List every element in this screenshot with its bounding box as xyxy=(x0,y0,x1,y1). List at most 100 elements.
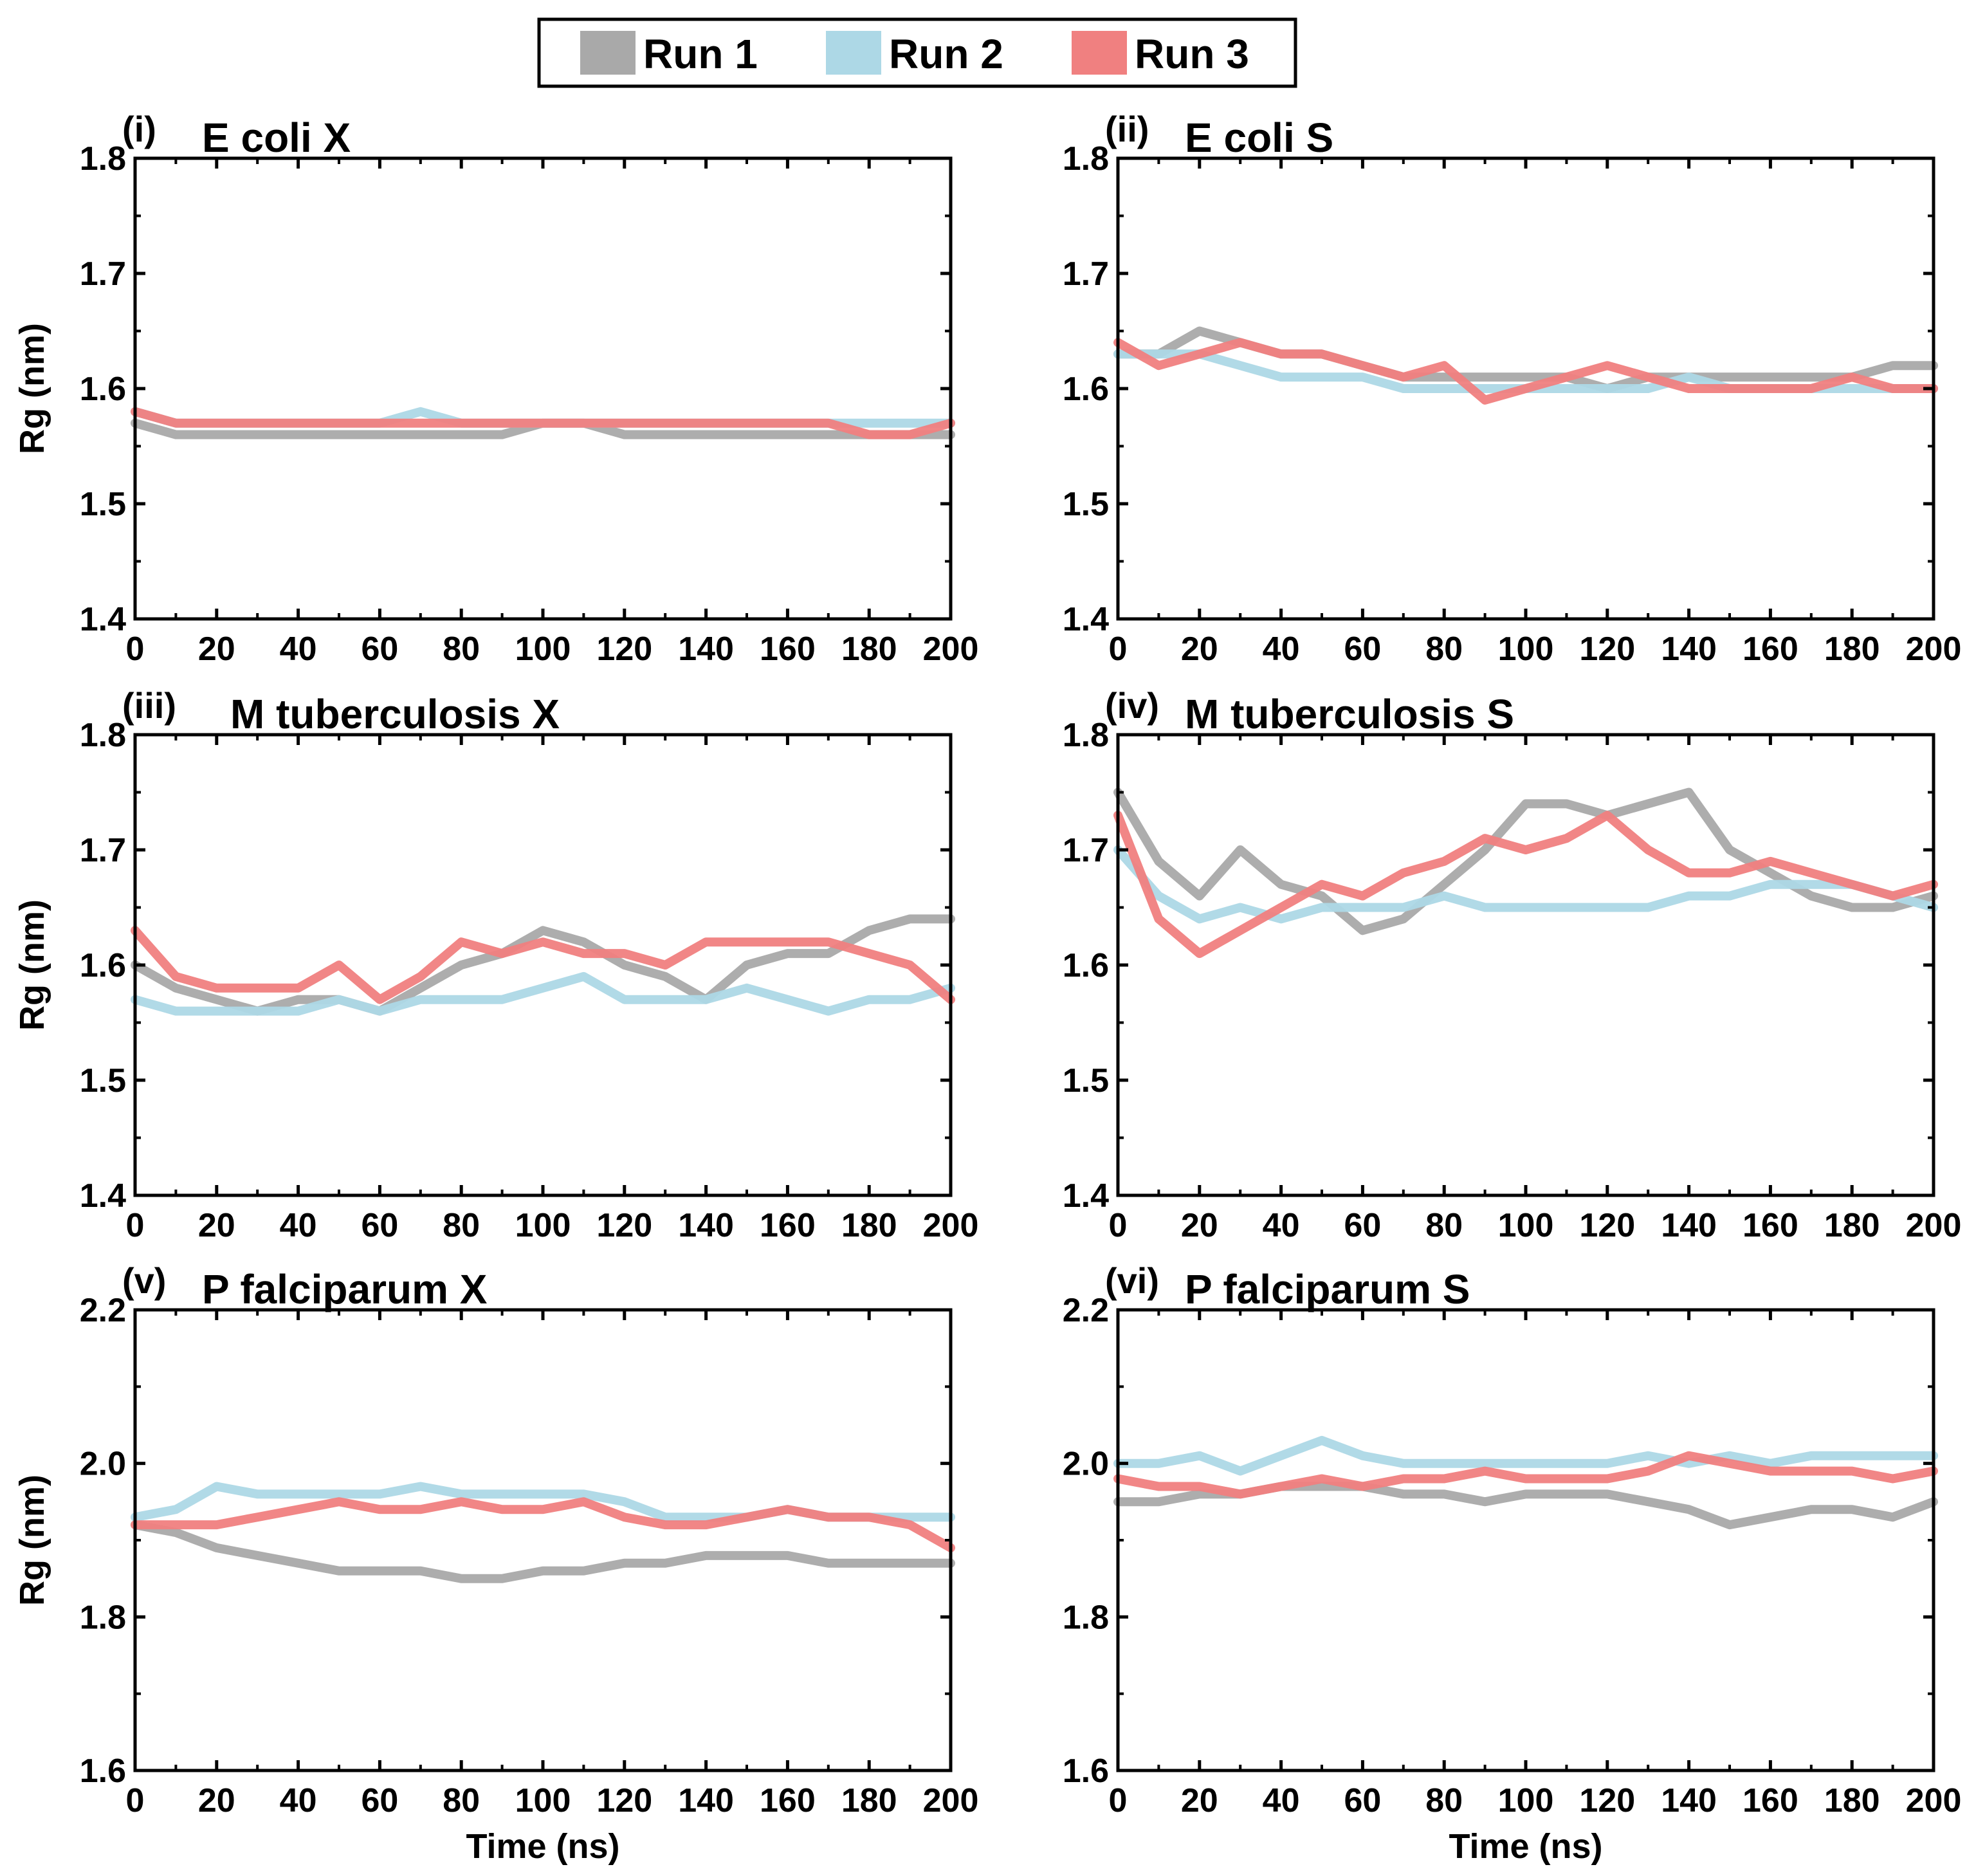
panel-5-ylabel: Rg (nm) xyxy=(13,1475,51,1606)
panel-6: 0 20 40 60 80 100 120 140 160 180 200 1.6 1.8 2.0 2.2(… xyxy=(1063,1260,1962,1866)
panel-3-xtick-label-40: 40 xyxy=(280,1207,317,1244)
panel-3-ytick-label-1-4: 1.4 xyxy=(80,1177,126,1215)
panels: 0 20 40 60 80 100 120 140 160 180 2001.41.51.61.71… xyxy=(13,109,1961,1866)
panel-3-xtick-label-20: 20 xyxy=(198,1207,235,1244)
panel-5-series-run-1 xyxy=(131,1520,955,1583)
panel-3-frame xyxy=(133,733,953,1197)
panel-2-title: E coli S xyxy=(1185,115,1333,161)
panel-3-xtick-label-80: 80 xyxy=(443,1207,480,1244)
legend-swatch-run-2 xyxy=(826,31,881,75)
panel-4-xtick-label-160: 160 xyxy=(1743,1207,1798,1244)
panel-6-xtick-label-140: 140 xyxy=(1661,1782,1717,1819)
panel-4-label: (iv) xyxy=(1105,685,1159,726)
panel-6-ytick-label-1-6: 1.6 xyxy=(1063,1752,1109,1790)
panel-2-xtick-label-40: 40 xyxy=(1263,630,1300,668)
panel-4-ytick-label-1-6: 1.6 xyxy=(1063,947,1109,984)
panel-4-series-run-3 xyxy=(1113,811,1938,959)
panel-2-xtick-label-120: 120 xyxy=(1579,630,1635,668)
panel-1-title: E coli X xyxy=(202,115,351,161)
legend-label-run-2: Run 2 xyxy=(889,31,1003,77)
panel-2-xtick-label-80: 80 xyxy=(1425,630,1463,668)
panel-1-xtick-label-200: 200 xyxy=(923,630,979,668)
panel-5-xlabel: Time (ns) xyxy=(466,1827,619,1866)
panel-3-xtick-label-0: 0 xyxy=(126,1207,145,1244)
panel-3-ytick-label-1-5: 1.5 xyxy=(80,1062,126,1099)
panel-5-xtick-label-180: 180 xyxy=(841,1782,897,1819)
panel-5-xtick-label-200: 200 xyxy=(923,1782,979,1819)
panel-2-ytick-label-1-5: 1.5 xyxy=(1063,486,1109,523)
panel-1-ytick-label-1-6: 1.6 xyxy=(80,371,126,408)
panel-6-xtick-label-80: 80 xyxy=(1425,1782,1463,1819)
panel-3-ytick-label-1-6: 1.6 xyxy=(80,947,126,984)
panel-3-xtick-label-100: 100 xyxy=(515,1207,571,1244)
panel-5-xtick-label-0: 0 xyxy=(126,1782,145,1819)
panel-6-series-run-2 xyxy=(1113,1435,1938,1476)
panel-3: 0 20 40 60 80 100 120 140 160 180 200 1.4 1.5 1.6 1.7 1… xyxy=(13,685,978,1244)
panel-4-xtick-label-180: 180 xyxy=(1824,1207,1880,1244)
legend-swatch-run-3 xyxy=(1072,31,1127,75)
panel-2-xtick-label-140: 140 xyxy=(1661,630,1717,668)
panel-2: 0 20 40 60 80 100 120 140 160 180 200 1.4 1.5 1.6 1.7 1… xyxy=(1063,109,1962,668)
panel-3-xtick-label-160: 160 xyxy=(760,1207,816,1244)
panel-2-xtick-label-160: 160 xyxy=(1743,630,1798,668)
panel-2-xtick-label-60: 60 xyxy=(1344,630,1381,668)
panel-6-ytick-label-1-8: 1.8 xyxy=(1063,1599,1109,1636)
panel-2-xtick-label-100: 100 xyxy=(1498,630,1554,668)
panel-3-xtick-label-200: 200 xyxy=(923,1207,979,1244)
panel-2-series-run-2 xyxy=(1113,349,1938,393)
panel-2-ytick-label-1-8: 1.8 xyxy=(1063,140,1109,178)
panel-4-series-run-2 xyxy=(1113,845,1938,924)
panel-3-ytick-label-1-8: 1.8 xyxy=(80,717,126,754)
panel-3-xtick-label-180: 180 xyxy=(841,1207,897,1244)
panel-5-xtick-label-140: 140 xyxy=(678,1782,734,1819)
panel-3-title: M tuberculosis X xyxy=(230,691,560,737)
panel-1-frame xyxy=(133,156,953,621)
panel-6-xtick-label-120: 120 xyxy=(1579,1782,1635,1819)
panel-4-xtick-label-200: 200 xyxy=(1906,1207,1962,1244)
panel-1: 0 20 40 60 80 100 120 140 160 180 200 1.4 1.5 1.6 1.7 1… xyxy=(13,109,978,668)
panel-6-xtick-label-200: 200 xyxy=(1906,1782,1962,1819)
panel-1-ytick-label-1-7: 1.7 xyxy=(80,255,126,293)
panel-6-xtick-label-60: 60 xyxy=(1344,1782,1381,1819)
panel-4-xtick-label-60: 60 xyxy=(1344,1207,1381,1244)
panel-2-xtick-label-20: 20 xyxy=(1181,630,1218,668)
panel-1-xtick-label-180: 180 xyxy=(841,630,897,668)
panel-6-xtick-label-40: 40 xyxy=(1263,1782,1300,1819)
panel-2-xtick-label-0: 0 xyxy=(1109,630,1128,668)
panel-5-xtick-label-160: 160 xyxy=(760,1782,816,1819)
legend-label-run-1: Run 1 xyxy=(643,31,758,77)
panel-4-title: M tuberculosis S xyxy=(1185,691,1514,737)
panel-1-xtick-label-80: 80 xyxy=(443,630,480,668)
panel-4-ytick-label-1-4: 1.4 xyxy=(1063,1177,1109,1215)
panel-3-xtick-label-60: 60 xyxy=(361,1207,398,1244)
panel-1-xtick-label-140: 140 xyxy=(678,630,734,668)
panel-5-xtick-label-20: 20 xyxy=(198,1782,235,1819)
panel-5-label: (v) xyxy=(122,1260,166,1301)
panel-4-ytick-label-1-8: 1.8 xyxy=(1063,717,1109,754)
panel-5-xtick-label-100: 100 xyxy=(515,1782,571,1819)
panel-4-xtick-label-120: 120 xyxy=(1579,1207,1635,1244)
legend-box xyxy=(537,17,1297,88)
panel-6-xtick-label-180: 180 xyxy=(1824,1782,1880,1819)
panel-6-ytick-label-2: 2.0 xyxy=(1063,1446,1109,1483)
panel-6-xtick-label-20: 20 xyxy=(1181,1782,1218,1819)
panel-3-series-run-1 xyxy=(131,914,955,1016)
panel-4: 0 20 40 60 80 100 120 140 160 180 200 1.4 1.5 1.6 1.7 1… xyxy=(1063,685,1962,1244)
panel-5-xtick-label-120: 120 xyxy=(596,1782,652,1819)
legend: Run 1 Run 2 Run 3 xyxy=(537,17,1297,88)
panel-2-ytick-label-1-7: 1.7 xyxy=(1063,255,1109,293)
panel-5-ytick-label-2-2: 2.2 xyxy=(80,1292,126,1329)
panel-3-xtick-label-140: 140 xyxy=(678,1207,734,1244)
panel-4-xtick-label-40: 40 xyxy=(1263,1207,1300,1244)
panel-6-ytick-label-2-2: 2.2 xyxy=(1063,1292,1109,1329)
panel-1-xtick-label-120: 120 xyxy=(596,630,652,668)
panel-3-ytick-label-1-7: 1.7 xyxy=(80,832,126,869)
panel-1-ytick-label-1-8: 1.8 xyxy=(80,140,126,178)
panel-5-ytick-label-2: 2.0 xyxy=(80,1446,126,1483)
panel-3-series-run-3 xyxy=(131,926,955,1004)
panel-4-xtick-label-140: 140 xyxy=(1661,1207,1717,1244)
panel-5-ytick-label-1-8: 1.8 xyxy=(80,1599,126,1636)
panel-4-xtick-label-20: 20 xyxy=(1181,1207,1218,1244)
panel-1-ytick-label-1-4: 1.4 xyxy=(80,601,126,638)
